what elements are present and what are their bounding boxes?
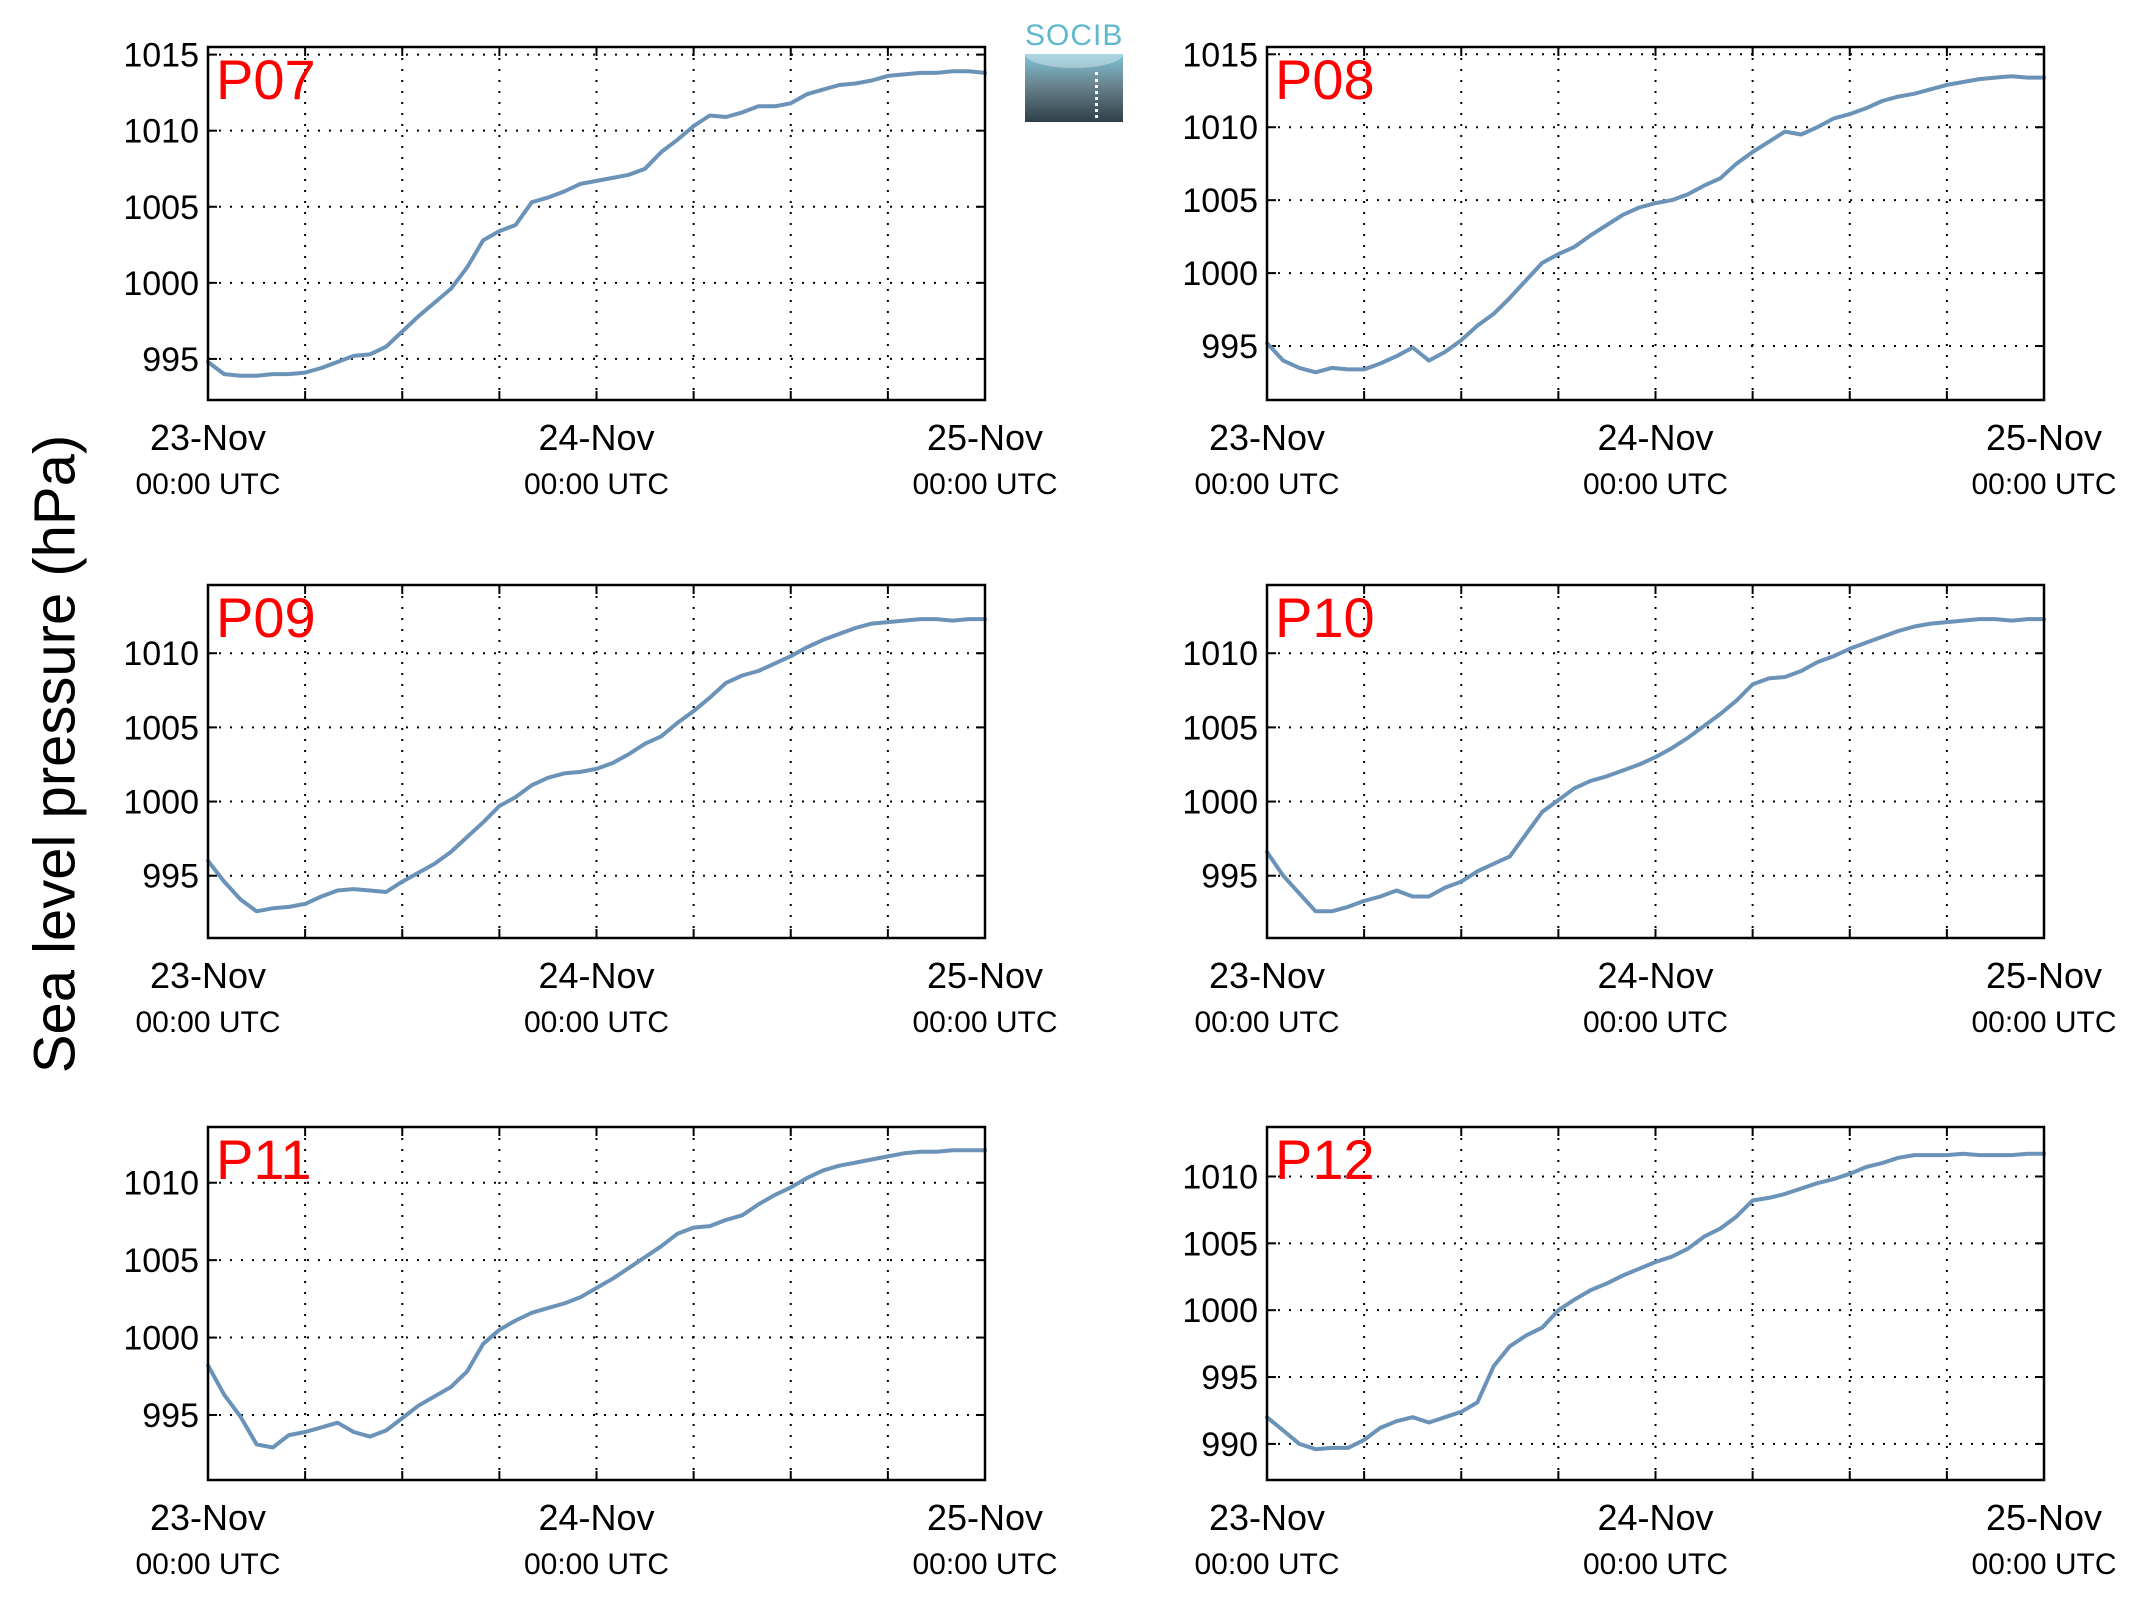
x-tick-label-date: 25-Nov: [1986, 417, 2102, 458]
station-label: P11: [216, 1128, 311, 1191]
x-tick-label-date: 25-Nov: [1986, 955, 2102, 996]
plot-frame: [1265, 1125, 2046, 1482]
y-tick-label: 1005: [1182, 709, 1258, 747]
station-label: P08: [1275, 48, 1375, 111]
station-label: P09: [216, 586, 316, 649]
x-tick-label-date: 24-Nov: [538, 955, 654, 996]
plot-frame: [1265, 45, 2046, 402]
x-tick-label-time: 00:00 UTC: [1194, 1006, 1339, 1039]
y-tick-label: 1010: [123, 1165, 199, 1203]
series-line: [206, 69, 987, 378]
y-tick-label: 1010: [1182, 635, 1258, 673]
socib-logo: SOCIB: [1025, 20, 1123, 122]
y-tick-label: 1000: [123, 1320, 199, 1358]
y-tick-label: 1000: [123, 784, 199, 822]
x-tick-label-date: 23-Nov: [1209, 955, 1325, 996]
y-tick-label: 1010: [123, 113, 199, 151]
plot-frame: [206, 45, 987, 402]
x-tick-label-time: 00:00 UTC: [135, 1548, 280, 1581]
x-tick-label-date: 24-Nov: [538, 1497, 654, 1538]
series-line: [1265, 74, 2046, 375]
y-tick-label: 1000: [123, 265, 199, 303]
y-tick-label: 995: [1201, 328, 1258, 366]
y-tick-label: 1005: [1182, 182, 1258, 220]
series-line: [206, 617, 987, 914]
panel-p07: 995 1000 1005 1010 1015 23-Nov 00:00 UTC 24-Nov…: [123, 37, 1057, 501]
x-tick-label-time: 00:00 UTC: [135, 468, 280, 501]
y-tick-label: 1005: [1182, 1225, 1258, 1263]
plot-frame: [206, 583, 987, 940]
x-tick-label-date: 23-Nov: [150, 1497, 266, 1538]
x-tick-label-date: 24-Nov: [1597, 955, 1713, 996]
x-tick-label-time: 00:00 UTC: [1971, 468, 2116, 501]
panel-p12: 990 995 1000 1005 1010 23-Nov 00:00 UTC 24-Nov 0…: [1182, 1125, 2117, 1581]
plot-frame: [206, 1125, 987, 1482]
station-label: P12: [1275, 1128, 1375, 1191]
x-tick-label-date: 23-Nov: [150, 955, 266, 996]
y-tick-label: 1015: [1182, 36, 1258, 74]
logo-graphic: [1025, 54, 1123, 122]
y-tick-label: 1010: [1182, 109, 1258, 147]
x-tick-label-time: 00:00 UTC: [1583, 1006, 1728, 1039]
x-tick-label-date: 23-Nov: [1209, 417, 1325, 458]
x-tick-label-time: 00:00 UTC: [1194, 468, 1339, 501]
y-tick-label: 1000: [1182, 255, 1258, 293]
series-line: [1265, 617, 2046, 914]
y-tick-label: 995: [142, 858, 199, 896]
x-tick-label-time: 00:00 UTC: [1583, 1548, 1728, 1581]
plot-frame: [1265, 583, 2046, 940]
station-label: P10: [1275, 586, 1375, 649]
x-tick-label-time: 00:00 UTC: [912, 1548, 1057, 1581]
y-tick-label: 995: [142, 341, 199, 379]
panel-p11: 995 1000 1005 1010 23-Nov 00:00 UTC 24-Nov 00:0…: [123, 1125, 1058, 1581]
x-tick-label-time: 00:00 UTC: [1971, 1006, 2116, 1039]
y-tick-label: 1000: [1182, 1292, 1258, 1330]
y-tick-label: 995: [142, 1397, 199, 1435]
y-axis-label: Sea level pressure (hPa): [22, 434, 88, 1074]
y-tick-label: 1015: [123, 37, 199, 75]
x-tick-label-time: 00:00 UTC: [1971, 1548, 2116, 1581]
x-tick-label-date: 23-Nov: [150, 417, 266, 458]
x-tick-label-date: 24-Nov: [1597, 1497, 1713, 1538]
x-tick-label-date: 25-Nov: [927, 417, 1043, 458]
x-tick-label-time: 00:00 UTC: [524, 468, 669, 501]
x-tick-label-date: 25-Nov: [1986, 1497, 2102, 1538]
station-label: P07: [216, 48, 316, 111]
y-tick-label: 990: [1201, 1426, 1258, 1464]
y-tick-label: 995: [1201, 1359, 1258, 1397]
x-tick-label-date: 25-Nov: [927, 1497, 1043, 1538]
x-tick-label-date: 24-Nov: [538, 417, 654, 458]
y-tick-label: 1005: [123, 1242, 199, 1280]
x-tick-label-date: 23-Nov: [1209, 1497, 1325, 1538]
y-tick-label: 1005: [123, 189, 199, 227]
y-tick-label: 995: [1201, 858, 1258, 896]
panel-p09: 995 1000 1005 1010 23-Nov 00:00 UTC 24-Nov 00:0…: [123, 583, 1058, 1039]
panel-p10: 995 1000 1005 1010 23-Nov 00:00 UTC 24-Nov 00:0…: [1182, 583, 2117, 1039]
y-tick-label: 1005: [123, 709, 199, 747]
x-tick-label-date: 24-Nov: [1597, 417, 1713, 458]
x-tick-label-date: 25-Nov: [927, 955, 1043, 996]
x-tick-label-time: 00:00 UTC: [912, 468, 1057, 501]
series-line: [1265, 1151, 2046, 1452]
x-tick-label-time: 00:00 UTC: [135, 1006, 280, 1039]
x-tick-label-time: 00:00 UTC: [524, 1548, 669, 1581]
x-tick-label-time: 00:00 UTC: [524, 1006, 669, 1039]
panel-p08: 995 1000 1005 1010 1015 23-Nov 00:00 UTC 24-Nov…: [1182, 36, 2116, 501]
series-line: [206, 1148, 987, 1450]
x-tick-label-time: 00:00 UTC: [1583, 468, 1728, 501]
y-tick-label: 1000: [1182, 784, 1258, 822]
y-tick-label: 1010: [1182, 1158, 1258, 1196]
logo-text: SOCIB: [1025, 19, 1124, 52]
y-tick-label: 1010: [123, 635, 199, 673]
x-tick-label-time: 00:00 UTC: [1194, 1548, 1339, 1581]
x-tick-label-time: 00:00 UTC: [912, 1006, 1057, 1039]
